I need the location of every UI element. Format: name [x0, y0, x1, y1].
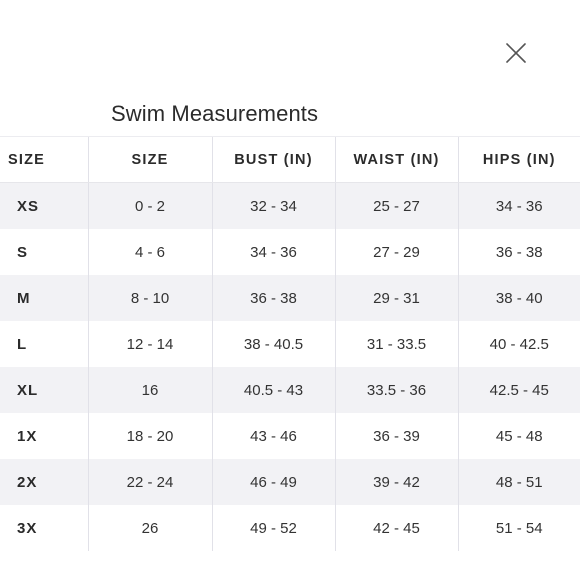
size-table: SIZE SIZE BUST (IN) WAIST (IN) HIPS (IN)… [0, 136, 580, 551]
size-label-cell: S [0, 229, 88, 275]
waist-cell: 42 - 45 [334, 505, 458, 551]
hips-cell: 42.5 - 45 [457, 367, 580, 413]
size-number-cell: 12 - 14 [87, 321, 212, 367]
waist-cell: 29 - 31 [334, 275, 458, 321]
size-label-cell: XS [0, 182, 88, 229]
bust-cell: 43 - 46 [211, 413, 335, 459]
bust-cell: 36 - 38 [211, 275, 335, 321]
close-icon [506, 43, 526, 63]
size-number-cell: 16 [87, 367, 212, 413]
hips-cell: 34 - 36 [457, 182, 580, 229]
size-label-cell: 2X [0, 459, 88, 505]
header-hips: HIPS (IN) [457, 136, 580, 183]
waist-cell: 33.5 - 36 [334, 367, 458, 413]
hips-cell: 40 - 42.5 [457, 321, 580, 367]
header-size-number: SIZE [87, 136, 212, 183]
bust-cell: 49 - 52 [211, 505, 335, 551]
hips-cell: 38 - 40 [457, 275, 580, 321]
table-row: XS 0 - 2 32 - 34 25 - 27 34 - 36 [0, 182, 580, 229]
close-button[interactable] [504, 41, 528, 65]
dialog-title: Swim Measurements [111, 101, 319, 126]
table-row: XL 16 40.5 - 43 33.5 - 36 42.5 - 45 [0, 367, 580, 413]
waist-cell: 39 - 42 [334, 459, 458, 505]
table-row: 1X 18 - 20 43 - 46 36 - 39 45 - 48 [0, 413, 580, 459]
header-waist: WAIST (IN) [334, 136, 458, 183]
size-number-cell: 18 - 20 [87, 413, 212, 459]
table-row: 3X 26 49 - 52 42 - 45 51 - 54 [0, 505, 580, 551]
waist-cell: 27 - 29 [334, 229, 458, 275]
size-number-cell: 22 - 24 [87, 459, 212, 505]
bust-cell: 46 - 49 [211, 459, 335, 505]
hips-cell: 48 - 51 [457, 459, 580, 505]
table-body: XS 0 - 2 32 - 34 25 - 27 34 - 36 S 4 - 6 34 - 3… [0, 182, 580, 551]
waist-cell: 25 - 27 [334, 182, 458, 229]
bust-cell: 32 - 34 [211, 182, 335, 229]
size-number-cell: 4 - 6 [87, 229, 212, 275]
size-label-cell: 3X [0, 505, 88, 551]
hips-cell: 36 - 38 [457, 229, 580, 275]
header-size-label: SIZE [0, 136, 88, 183]
table-row: 2X 22 - 24 46 - 49 39 - 42 48 - 51 [0, 459, 580, 505]
bust-cell: 34 - 36 [211, 229, 335, 275]
table-header-row: SIZE SIZE BUST (IN) WAIST (IN) HIPS (IN) [0, 136, 580, 183]
hips-cell: 45 - 48 [457, 413, 580, 459]
size-label-cell: M [0, 275, 88, 321]
bust-cell: 38 - 40.5 [211, 321, 335, 367]
hips-cell: 51 - 54 [457, 505, 580, 551]
size-number-cell: 0 - 2 [87, 182, 212, 229]
bust-cell: 40.5 - 43 [211, 367, 335, 413]
size-number-cell: 8 - 10 [87, 275, 212, 321]
waist-cell: 31 - 33.5 [334, 321, 458, 367]
waist-cell: 36 - 39 [334, 413, 458, 459]
table-row: L 12 - 14 38 - 40.5 31 - 33.5 40 - 42.5 [0, 321, 580, 367]
size-number-cell: 26 [87, 505, 212, 551]
header-bust: BUST (IN) [211, 136, 335, 183]
size-label-cell: L [0, 321, 88, 367]
size-label-cell: XL [0, 367, 88, 413]
size-label-cell: 1X [0, 413, 88, 459]
